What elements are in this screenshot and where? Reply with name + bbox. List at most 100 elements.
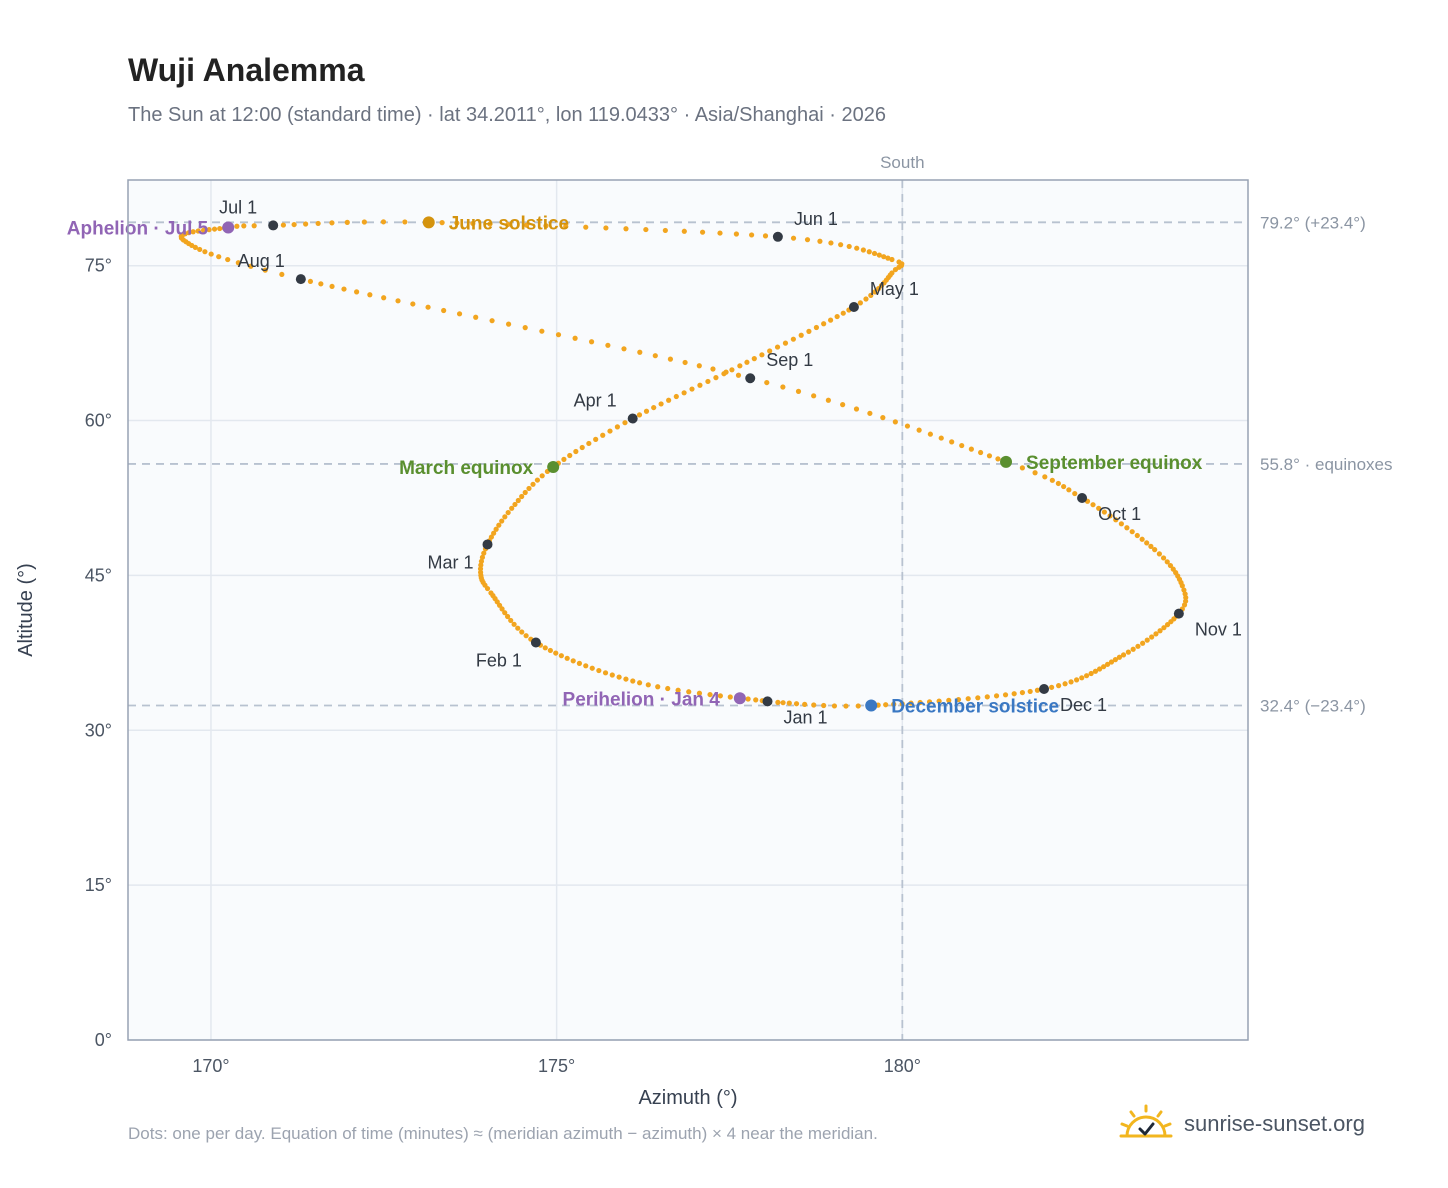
month-label: Dec 1: [1060, 695, 1107, 715]
daily-dot: [860, 247, 866, 253]
daily-dot: [723, 369, 729, 375]
daily-dot: [782, 340, 789, 346]
brand[interactable]: sunrise-sunset.org: [1118, 1100, 1365, 1148]
daily-dot: [583, 663, 589, 669]
daily-dot: [697, 382, 703, 388]
daily-dot: [1002, 692, 1009, 698]
daily-dot: [605, 342, 611, 348]
daily-dot: [616, 674, 622, 680]
daily-dot: [896, 259, 902, 265]
daily-dot: [488, 534, 494, 540]
month-label: May 1: [870, 279, 919, 299]
daily-dot: [303, 221, 309, 227]
daily-dot: [563, 223, 569, 230]
daily-dot: [543, 223, 549, 229]
daily-dot: [1167, 562, 1174, 569]
daily-dot: [881, 254, 887, 260]
daily-dot: [217, 225, 223, 232]
declination-label: 32.4° (−23.4°): [1260, 696, 1366, 715]
month-label: Oct 1: [1098, 504, 1141, 524]
daily-dot: [936, 698, 942, 704]
daily-dot: [202, 249, 208, 255]
daily-dot: [425, 304, 431, 310]
daily-dot: [576, 660, 583, 666]
daily-dot: [216, 254, 222, 260]
daily-dot: [751, 356, 757, 362]
daily-dot: [651, 404, 657, 411]
daily-dot: [825, 397, 831, 403]
event-label: June solstice: [449, 213, 569, 234]
month-marker: [268, 220, 279, 231]
daily-dot: [623, 676, 629, 682]
month-marker: [1173, 608, 1184, 619]
daily-dot: [682, 359, 688, 366]
daily-dot: [367, 292, 373, 298]
daily-dot: [986, 453, 993, 459]
daily-dot: [614, 424, 620, 430]
daily-dot: [759, 352, 765, 358]
daily-dot: [705, 378, 711, 385]
daily-dot: [1112, 657, 1119, 663]
month-label: Nov 1: [1195, 620, 1242, 640]
daily-dot: [733, 231, 739, 237]
month-marker: [482, 539, 493, 550]
daily-dot: [821, 321, 827, 327]
daily-dot: [1061, 483, 1067, 490]
daily-dot: [1027, 688, 1033, 695]
daily-dot: [655, 684, 661, 690]
daily-dot: [509, 505, 515, 511]
daily-dot: [780, 384, 786, 390]
daily-dot: [519, 493, 525, 500]
daily-dot: [603, 225, 609, 231]
daily-dot: [863, 296, 869, 302]
daily-dot: [828, 240, 834, 246]
month-label: Feb 1: [476, 651, 522, 671]
daily-dot: [456, 311, 463, 317]
daily-dot: [481, 550, 487, 556]
daily-dot: [1072, 490, 1078, 497]
daily-dot: [588, 339, 595, 345]
daily-dot: [729, 367, 735, 373]
event-label: September equinox: [1026, 453, 1203, 474]
daily-dot: [493, 526, 499, 532]
daily-dot: [806, 328, 812, 334]
daily-dot: [1160, 555, 1167, 561]
daily-dot: [744, 359, 750, 365]
daily-dot: [637, 349, 643, 355]
daily-dot: [840, 310, 846, 316]
daily-dot: [855, 703, 861, 709]
daily-dot: [891, 701, 897, 707]
daily-dot: [504, 613, 511, 620]
daily-dot: [1125, 649, 1131, 655]
daily-dot: [600, 432, 606, 438]
daily-dot: [1083, 673, 1090, 679]
month-marker: [1077, 492, 1088, 503]
plot-area: [128, 180, 1248, 1040]
daily-dot: [636, 412, 643, 418]
daily-dot: [1134, 532, 1140, 539]
daily-dot: [843, 703, 849, 709]
daily-dot: [689, 386, 695, 392]
daily-dot: [1066, 487, 1072, 493]
daily-dot: [675, 687, 681, 693]
daily-dot: [1140, 640, 1146, 646]
daily-dot: [916, 427, 922, 433]
event-marker: [422, 216, 435, 229]
daily-dot: [454, 220, 460, 226]
daily-dot: [579, 444, 585, 451]
daily-dot: [866, 249, 872, 255]
month-label: Jun 1: [794, 209, 838, 229]
daily-dot: [737, 363, 743, 369]
daily-dot: [192, 244, 198, 250]
daily-dot: [681, 228, 687, 234]
x-axis-label: Azimuth (°): [638, 1087, 737, 1109]
daily-dot: [522, 489, 528, 496]
daily-dot: [1101, 509, 1107, 515]
event-marker: [1000, 455, 1013, 468]
daily-dot: [555, 332, 562, 338]
daily-dot: [968, 446, 974, 452]
daily-dot: [1144, 637, 1150, 643]
daily-dot: [838, 242, 844, 248]
daily-dot: [381, 295, 387, 301]
event-label: March equinox: [399, 458, 534, 479]
